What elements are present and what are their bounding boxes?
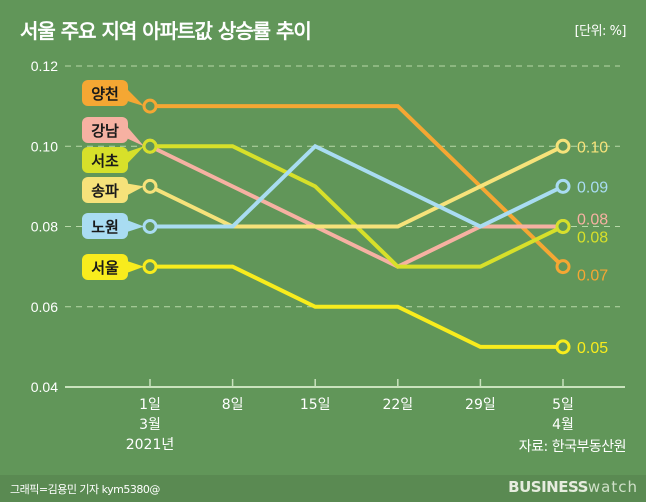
x-sublabel: 2021년 [126,437,175,453]
data-point [142,178,158,194]
y-tick-label: 0.10 [31,138,58,154]
callout-box [82,80,128,106]
callout-pointer [124,123,144,147]
source-label: 자료: 한국부동산원 [518,439,627,455]
y-tick-label: 0.12 [31,58,58,74]
legend-label: 노원 [91,218,119,236]
legend-label: 강남 [91,122,119,140]
data-point [142,259,158,275]
brand-light: watch [587,478,638,496]
credit-text: 그래픽=김용민 기자 kym5380@ [10,483,160,496]
x-tick-label: 5일 [552,397,574,413]
x-tick-label: 29일 [465,397,496,413]
data-point [555,259,571,275]
data-point [555,339,571,355]
data-point [142,98,158,114]
data-point [142,138,158,154]
series-line-1 [149,144,563,269]
callout-box [82,147,128,173]
callout-box [82,177,128,203]
x-sublabel: 3월 [139,417,161,433]
x-sublabel: 4월 [552,417,574,433]
x-tick-label: 8일 [222,397,244,413]
y-tick-label: 0.08 [31,219,58,235]
brand-logo: BUSINESSwatch [508,478,638,496]
legend-label: 서울 [91,259,119,277]
series-line-4 [150,143,564,229]
end-value-label: 0.07 [577,268,608,285]
end-value-label: 0.08 [577,230,608,247]
footer-bar: 그래픽=김용민 기자 kym5380@ BUSINESSwatch [0,475,646,502]
data-point [555,138,571,154]
end-value-label: 0.09 [577,179,608,196]
end-value-label: 0.08 [577,212,608,229]
y-axis: 0.04 0.06 0.08 0.10 0.12 [31,58,58,395]
callout-box [82,117,128,143]
callout-pointer [124,146,144,167]
end-value-label: 0.10 [577,139,608,156]
callout-pointer [124,86,144,107]
end-value-label: 0.05 [577,340,608,357]
y-tick-label: 0.04 [31,379,58,395]
x-tick-label: 1일 [139,397,161,413]
callout-box [82,254,128,280]
callout-pointer [124,260,144,274]
x-tick-label: 15일 [300,397,331,413]
brand-bold: BUSINESS [508,478,588,496]
x-axis: 1일 3월 2021년 8일 15일 22일 29일 5일 4월 [65,379,625,453]
line-chart: 0.04 0.06 0.08 0.10 0.12 1일 3월 2021년 8일 15일 22일 29… [31,58,625,453]
chart-title: 서울 주요 지역 아파트값 상승률 추이 [20,19,312,43]
callout-box [82,213,128,239]
series-lines [149,104,565,349]
end-value-labels: 0.07 0.080.08 0.10 0.09 0.05 [577,139,608,357]
callout-pointer [124,219,144,233]
series-line-5 [150,264,563,349]
x-tick-label: 22일 [382,397,413,413]
legend-label: 송파 [91,182,119,200]
y-tick-label: 0.06 [31,299,58,315]
data-point [142,219,158,234]
series-points [142,98,571,355]
legend-label: 서초 [91,152,119,170]
data-point [555,219,571,234]
data-point [555,178,571,194]
unit-label: [단위: %] [574,24,627,39]
series-line-0 [150,104,565,269]
series-line-3 [149,144,564,229]
callout-pointer [124,183,144,197]
legend-label: 양천 [91,85,119,103]
